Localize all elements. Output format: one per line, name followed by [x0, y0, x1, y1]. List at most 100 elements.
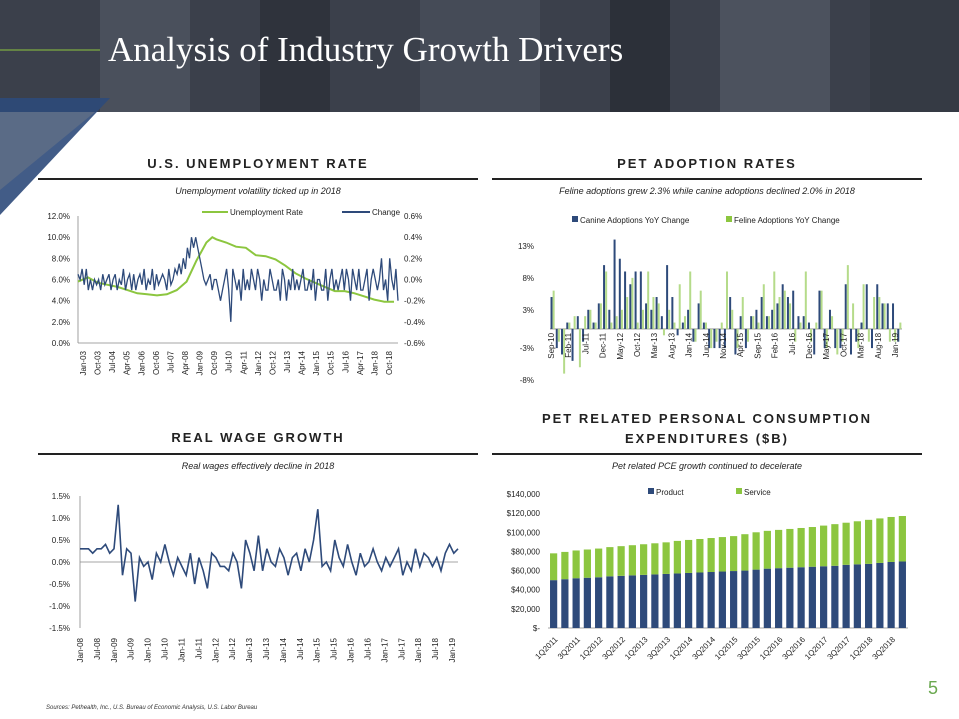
product-bar	[775, 568, 783, 628]
legend-rate-label: Unemployment Rate	[230, 208, 303, 217]
product-bar	[572, 578, 580, 628]
x-tick-label: May-17	[822, 332, 831, 359]
x-tick-label: Jan-03	[79, 350, 88, 375]
y-tick-label: $20,000	[511, 605, 540, 614]
feline-bar	[873, 297, 876, 329]
x-tick-label: Jan-12	[254, 350, 263, 375]
x-tick-label: Jan-19	[891, 332, 900, 357]
feline-bar	[789, 303, 792, 329]
x-tick-label: May-12	[616, 332, 625, 359]
feline-bar	[852, 303, 855, 329]
service-bar	[898, 516, 906, 562]
product-bar	[808, 566, 816, 628]
y-right-tick-label: 0.4%	[404, 233, 422, 242]
x-tick-label: Jan-12	[211, 637, 220, 662]
y-tick-label: $60,000	[511, 567, 540, 576]
skyline-background	[0, 0, 959, 112]
canine-bar	[792, 290, 795, 329]
unemployment-rule	[38, 178, 478, 180]
canine-bar	[892, 303, 895, 329]
feline-bar	[883, 303, 886, 329]
x-tick-label: Jul-11	[581, 332, 590, 354]
y-tick-label: 0.0%	[52, 558, 70, 567]
pce-title-line1: PET RELATED PERSONAL CONSUMPTION	[541, 411, 873, 426]
x-tick-label: Mar-13	[650, 332, 659, 358]
canine-bar	[876, 284, 879, 329]
x-tick-label: Jul-16	[788, 332, 797, 354]
service-bar	[572, 550, 580, 579]
y-tick-label: $80,000	[511, 547, 540, 556]
canine-bar	[839, 328, 842, 349]
x-tick-label: Oct-12	[268, 350, 277, 375]
real-wage-line	[80, 504, 459, 602]
x-tick-label: 1Q2011	[533, 635, 559, 661]
feline-bar	[662, 328, 665, 336]
x-tick-label: 3Q2011	[556, 635, 582, 661]
canine-bar	[771, 309, 774, 329]
x-tick-label: Jan-15	[312, 350, 321, 375]
canine-bar	[603, 265, 606, 329]
x-tick-label: Oct-15	[327, 350, 336, 375]
x-tick-label: Oct-09	[210, 350, 219, 375]
feline-bar	[752, 316, 755, 329]
y-tick-label: -0.5%	[49, 580, 70, 589]
x-tick-label: 1Q2016	[758, 635, 785, 662]
feline-bar	[731, 309, 734, 329]
x-tick-label: Jan-14	[685, 332, 694, 357]
canine-bar	[676, 328, 679, 336]
legend-feline-label: Feline Adoptions YoY Change	[734, 216, 840, 225]
feline-bar	[736, 328, 739, 349]
product-bar	[865, 563, 873, 628]
canine-bar	[797, 316, 800, 329]
canine-bar	[608, 309, 611, 329]
product-bar	[718, 571, 726, 628]
x-tick-label: 3Q2013	[646, 635, 673, 662]
feline-bar	[778, 297, 781, 329]
x-tick-label: Jan-18	[370, 350, 379, 375]
product-bar	[887, 561, 895, 628]
wage-chart: 1.5% 1.0% 0.5% 0.0% -0.5% -1.0% -1.5% Jan-08 Jul…	[49, 492, 459, 662]
x-tick-label: Jan-09	[110, 637, 119, 662]
product-bar	[898, 561, 906, 628]
x-tick-label: Aug-18	[874, 332, 883, 358]
canine-bar	[597, 303, 600, 329]
canine-bar	[681, 322, 684, 329]
canine-bar	[713, 328, 716, 349]
canine-bar	[618, 258, 621, 329]
pce-chart: $140,000 $120,000 $100,000 $80,000 $60,000 $4…	[507, 488, 908, 662]
x-tick-label: Jul-16	[341, 350, 350, 372]
x-tick-label: Apr-11	[239, 350, 248, 374]
x-tick-label: Jul-13	[262, 637, 271, 659]
y-left-tick-label: 12.0%	[47, 212, 70, 221]
x-tick-label: Jan-10	[144, 637, 153, 662]
feline-bar	[894, 328, 897, 342]
service-bar	[741, 534, 749, 571]
product-bar	[561, 579, 569, 628]
feline-bar	[768, 316, 771, 329]
feline-bar	[815, 322, 818, 329]
legend-product-swatch	[648, 488, 654, 494]
x-tick-label: Oct-03	[94, 350, 103, 375]
canine-bar	[855, 328, 858, 342]
feline-bar	[657, 303, 660, 329]
x-tick-label: Jul-04	[108, 350, 117, 372]
canine-bar	[576, 316, 579, 329]
product-bar	[696, 572, 704, 628]
x-tick-label: Jul-16	[363, 637, 372, 659]
canine-bar	[886, 303, 889, 329]
legend-canine-swatch	[572, 216, 578, 222]
canine-bar	[566, 322, 569, 329]
canine-bar	[671, 297, 674, 329]
product-bar	[617, 575, 625, 628]
canine-bar	[860, 322, 863, 329]
canine-bar	[786, 297, 789, 329]
left-accent-decor	[0, 49, 110, 215]
feline-bar	[862, 284, 865, 329]
canine-bar	[561, 328, 564, 355]
product-bar	[730, 571, 738, 628]
product-bar	[685, 572, 693, 628]
canine-bar	[813, 328, 816, 355]
feline-bar	[899, 322, 902, 329]
product-bar	[662, 573, 670, 628]
legend-service-label: Service	[744, 488, 771, 497]
